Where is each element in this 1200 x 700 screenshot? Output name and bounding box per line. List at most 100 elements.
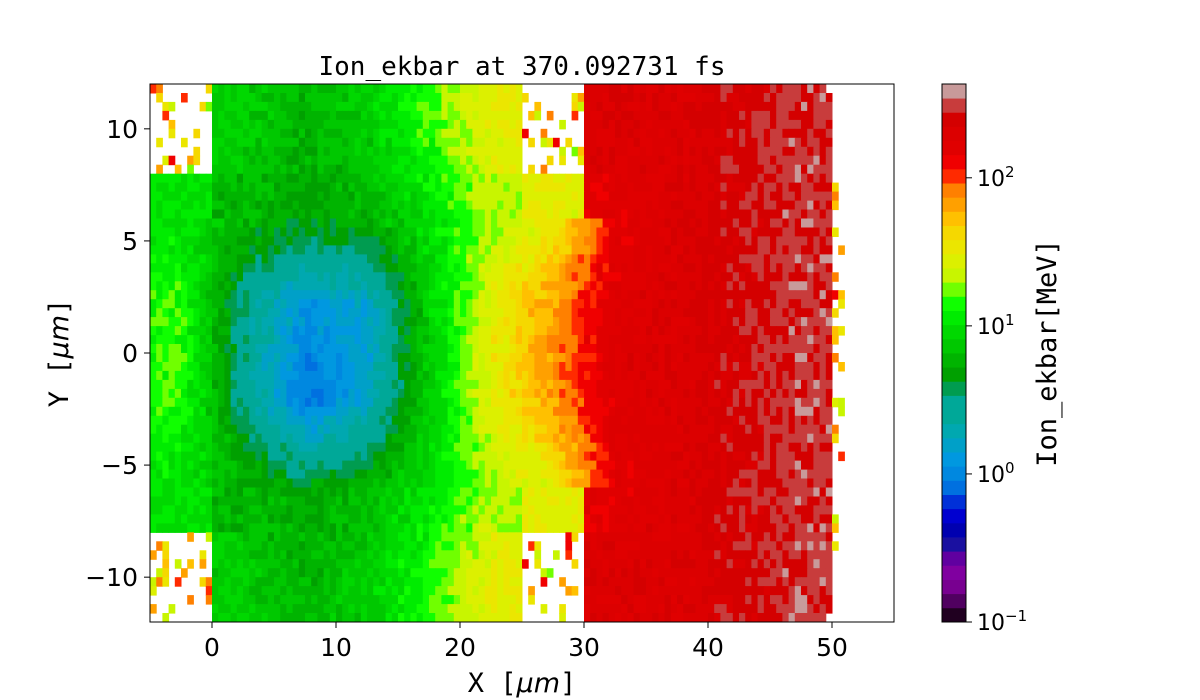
heatmap-cell (689, 308, 697, 318)
heatmap-cell (615, 460, 622, 471)
heatmap-cell (813, 173, 821, 184)
heatmap-cell (720, 245, 728, 255)
heatmap-cell (683, 281, 690, 291)
heatmap-cell (150, 469, 157, 480)
heatmap-cell (701, 335, 709, 345)
heatmap-cell (484, 442, 492, 453)
heatmap-cell (571, 263, 579, 273)
heatmap-cell (342, 281, 349, 291)
heatmap-cell (429, 406, 436, 417)
heatmap-cell (701, 245, 709, 255)
heatmap-cell (602, 101, 610, 112)
heatmap-cell (546, 451, 554, 462)
heatmap-cell (261, 460, 269, 471)
heatmap-cell (236, 281, 244, 291)
heatmap-cell (367, 397, 374, 408)
heatmap-cell (534, 478, 542, 488)
heatmap-cell (497, 353, 504, 363)
heatmap-cell (689, 245, 697, 255)
heatmap-cell (336, 362, 343, 372)
heatmap-cell (286, 200, 294, 211)
heatmap-cell (701, 173, 709, 184)
heatmap-cell (590, 344, 597, 354)
heatmap-cell (757, 128, 765, 139)
heatmap-cell (633, 317, 641, 327)
heatmap-cell (181, 254, 188, 264)
heatmap-cell (553, 326, 560, 336)
heatmap-cell (670, 469, 678, 480)
heatmap-cell (646, 146, 653, 157)
heatmap-cell (546, 227, 554, 237)
heatmap-cell (181, 487, 188, 497)
heatmap-cell (658, 281, 666, 291)
heatmap-cell (590, 218, 597, 228)
heatmap-cell (162, 344, 170, 354)
heatmap-cell (652, 263, 659, 273)
heatmap-cell (596, 344, 604, 354)
heatmap-cell (819, 110, 827, 121)
heatmap-cell (677, 236, 684, 246)
heatmap-cell (677, 308, 684, 318)
heatmap-cell (522, 496, 529, 506)
heatmap-cell (726, 397, 734, 408)
heatmap-cell (708, 478, 715, 488)
heatmap-cell (726, 433, 734, 444)
heatmap-cell (224, 93, 232, 103)
heatmap-cell (770, 406, 777, 417)
heatmap-cell (819, 209, 827, 219)
heatmap-cell (162, 469, 170, 480)
heatmap-cell (491, 379, 498, 390)
heatmap-cell (522, 487, 529, 497)
heatmap-cell (602, 308, 610, 318)
heatmap-cell (274, 487, 281, 497)
heatmap-cell (311, 496, 318, 506)
heatmap-cell (714, 245, 721, 255)
heatmap-cell (441, 326, 449, 336)
heatmap-cell (639, 478, 647, 488)
heatmap-cell (373, 460, 380, 471)
heatmap-cell (819, 326, 827, 336)
heatmap-cell (503, 209, 511, 219)
heatmap-cell (813, 335, 821, 345)
heatmap-cell (565, 326, 573, 336)
heatmap-cell (670, 487, 678, 497)
heatmap-cell (819, 317, 827, 327)
heatmap-cell (720, 353, 728, 363)
heatmap-cell (621, 84, 628, 94)
heatmap-cell (218, 460, 225, 471)
heatmap-cell (168, 308, 176, 318)
heatmap-cell (230, 101, 238, 112)
heatmap-cell (416, 236, 424, 246)
heatmap-cell (205, 299, 213, 309)
heatmap-cell (807, 406, 814, 417)
heatmap-cell (534, 308, 542, 318)
heatmap-cell (243, 406, 250, 417)
heatmap-cell (385, 496, 393, 506)
heatmap-cell (305, 272, 312, 282)
heatmap-cell (286, 137, 294, 148)
heatmap-cell (553, 344, 560, 354)
heatmap-cell (825, 209, 833, 219)
heatmap-cell (373, 128, 380, 139)
heatmap-cell (305, 353, 312, 363)
heatmap-cell (298, 281, 306, 291)
heatmap-cell (187, 245, 194, 255)
heatmap-cell (212, 110, 219, 121)
heatmap-cell (422, 469, 430, 480)
heatmap-cell (546, 460, 554, 471)
heatmap-cell (683, 227, 690, 237)
heatmap-cell (763, 254, 771, 264)
heatmap-cell (745, 424, 752, 435)
heatmap-cell (708, 460, 715, 471)
heatmap-cell (732, 263, 740, 273)
heatmap-cell (497, 245, 504, 255)
heatmap-cell (757, 460, 765, 471)
heatmap-cell (745, 299, 752, 309)
heatmap-cell (453, 451, 461, 462)
heatmap-cell (596, 290, 604, 300)
heatmap-cell (472, 362, 480, 372)
heatmap-cell (410, 84, 418, 94)
heatmap-cell (329, 397, 337, 408)
heatmap-cell (286, 281, 294, 291)
heatmap-cell (286, 227, 294, 237)
